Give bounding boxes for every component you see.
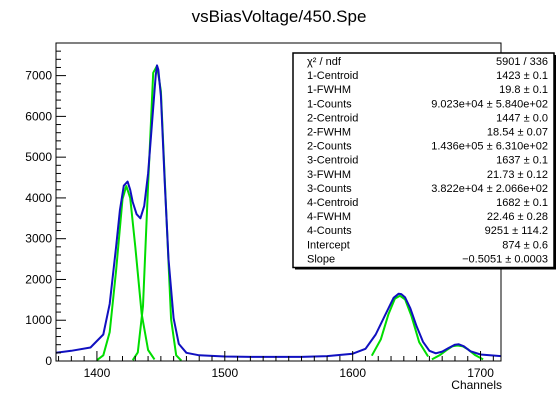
stats-value: 3.822e+04 ± 2.066e+02 bbox=[431, 183, 548, 195]
stats-value: 1447 ± 0.0 bbox=[496, 112, 548, 124]
stats-box-frame bbox=[292, 52, 555, 269]
y-tick-label: 5000 bbox=[25, 150, 52, 164]
stats-label: 4-FWHM bbox=[307, 211, 351, 223]
y-tick-label: 1000 bbox=[25, 313, 52, 327]
stats-label: 3-FWHM bbox=[307, 169, 351, 181]
series-component-1 bbox=[96, 185, 156, 361]
stats-value: 9251 ± 114.2 bbox=[485, 225, 548, 237]
series-component-3 bbox=[370, 294, 429, 358]
stats-label: 4-Counts bbox=[307, 225, 352, 237]
stats-label: χ² / ndf bbox=[307, 56, 342, 68]
plot-area bbox=[56, 64, 501, 361]
stats-value: 1.436e+05 ± 6.310e+02 bbox=[431, 141, 548, 153]
x-tick-label: 1700 bbox=[467, 366, 494, 380]
stats-label: 2-Centroid bbox=[307, 112, 358, 124]
y-tick-label: 3000 bbox=[25, 232, 52, 246]
x-axis-title: Channels bbox=[451, 378, 502, 392]
stats-label: 1-Counts bbox=[307, 98, 352, 110]
stats-value: 1637 ± 0.1 bbox=[496, 155, 548, 167]
y-tick-label: 7000 bbox=[25, 69, 52, 83]
y-tick-label: 0 bbox=[45, 354, 52, 368]
x-tick-label: 1400 bbox=[84, 366, 111, 380]
stats-label: Slope bbox=[307, 253, 335, 265]
chart-title: vsBiasVoltage/450.Spe bbox=[192, 7, 367, 26]
stats-label: 1-FWHM bbox=[307, 84, 351, 96]
stats-value: −0.5051 ± 0.0003 bbox=[462, 253, 548, 265]
stats-label: 1-Centroid bbox=[307, 70, 358, 82]
series-total-fit bbox=[56, 64, 501, 358]
y-tick-label: 6000 bbox=[25, 109, 52, 123]
stats-label: 2-FWHM bbox=[307, 127, 351, 139]
stats-label: 3-Centroid bbox=[307, 155, 358, 167]
stats-value: 19.8 ± 0.1 bbox=[499, 84, 548, 96]
stats-value: 1423 ± 0.1 bbox=[496, 70, 548, 82]
x-tick-label: 1600 bbox=[339, 366, 366, 380]
stats-label: Intercept bbox=[307, 239, 350, 251]
y-tick-label: 4000 bbox=[25, 191, 52, 205]
series-component-4 bbox=[431, 344, 484, 361]
stats-label: 2-Counts bbox=[307, 141, 352, 153]
stats-value: 9.023e+04 ± 5.840e+02 bbox=[431, 98, 548, 110]
stats-value: 1682 ± 0.1 bbox=[496, 197, 548, 209]
stats-value: 21.73 ± 0.12 bbox=[487, 169, 548, 181]
stats-value: 18.54 ± 0.07 bbox=[487, 127, 548, 139]
stats-value: 22.46 ± 0.28 bbox=[487, 211, 548, 223]
x-tick-label: 1500 bbox=[211, 366, 238, 380]
stats-value: 874 ± 0.6 bbox=[502, 239, 548, 251]
y-tick-label: 2000 bbox=[25, 272, 52, 286]
stats-label: 4-Centroid bbox=[307, 197, 358, 209]
stats-label: 3-Counts bbox=[307, 183, 352, 195]
fit-statistics-box: χ² / ndf 5901 / 336 1-Centroid 1423 ± 0.1 1-… bbox=[292, 52, 556, 270]
stats-value: 5901 / 336 bbox=[496, 56, 548, 68]
